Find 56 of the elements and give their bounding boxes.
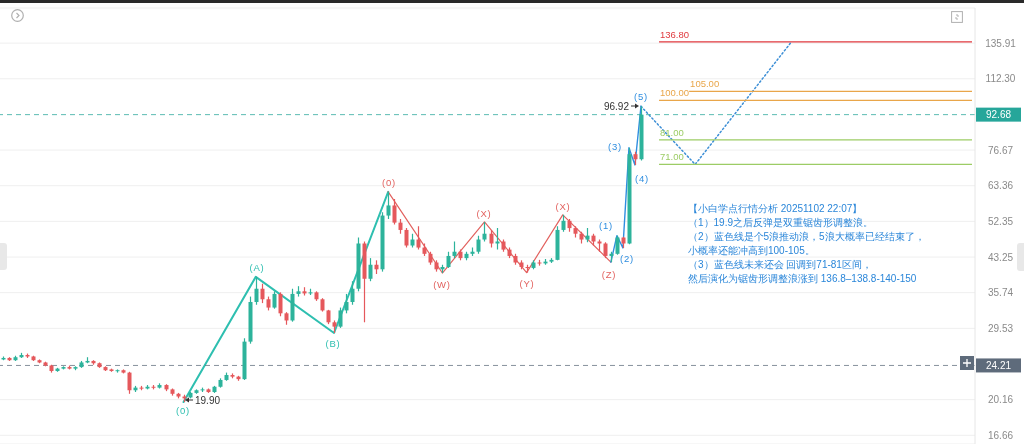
candlestick — [386, 191, 391, 220]
ref-line-label: 100.00 — [660, 87, 690, 99]
candlestick — [416, 225, 421, 251]
annotation: （3）蓝色线未来还会 回调到71-81区间， — [688, 258, 873, 272]
y-tick-label: 76.67 — [987, 144, 1014, 156]
y-tick-label: 35.74 — [987, 287, 1014, 299]
y-tick-label: 63.36 — [987, 180, 1014, 192]
candlestick — [495, 227, 500, 251]
annotation: 19.90 — [195, 394, 221, 406]
candlestick — [338, 306, 343, 329]
y-tick-label: 135.91 — [985, 37, 1017, 49]
annotation: (0) — [381, 177, 397, 189]
candlestick — [254, 276, 259, 306]
annotation: (X) — [476, 208, 492, 220]
annotation: （2）蓝色线是个5浪推动浪，5浪大概率已经结束了， — [688, 230, 925, 244]
annotation: (0) — [175, 405, 191, 417]
candlestick — [392, 198, 397, 226]
ref-line-label: 81.00 — [660, 126, 684, 138]
candlestick — [404, 227, 409, 249]
y-tick-label: 112.30 — [985, 73, 1016, 85]
annotation: (4) — [634, 173, 650, 185]
candlestick — [368, 257, 373, 282]
ref-line-label: 92.68 — [985, 109, 1012, 121]
ref-line-label: 71.00 — [660, 151, 684, 163]
annotation: (B) — [325, 338, 341, 350]
annotation: (2) — [619, 253, 635, 265]
annotation: (X) — [555, 201, 571, 213]
candlestick — [127, 371, 132, 395]
candlestick — [615, 235, 620, 256]
y-tick-label: 29.53 — [987, 322, 1014, 334]
candlestick — [344, 293, 349, 314]
line-series — [182, 190, 390, 404]
annotation: 【小白学点行情分析 20251102 22:07】 — [688, 202, 864, 216]
annotation: (3) — [607, 141, 623, 153]
y-tick-label: 52.35 — [987, 215, 1014, 227]
y-tick-label: 43.25 — [987, 251, 1014, 263]
candlestick — [350, 280, 355, 306]
annotation: 小概率还能冲高到100-105。 — [688, 244, 816, 258]
y-tick-label: 20.16 — [987, 394, 1014, 406]
annotation: （1）19.9之后反弹是双重锯齿形调整浪。 — [688, 216, 875, 230]
annotation: (Z) — [601, 269, 617, 281]
candlestick — [278, 291, 283, 317]
annotation: 96.92 — [603, 100, 630, 112]
annotation: (Y) — [519, 278, 535, 290]
annotation: (W) — [433, 279, 451, 291]
annotation: (A) — [249, 262, 265, 274]
ref-line-label: 136.80 — [660, 28, 690, 40]
annotation: (1) — [598, 220, 614, 232]
candlestick — [482, 221, 487, 243]
candlestick — [476, 235, 481, 255]
ref-line-label: 105.00 — [690, 78, 720, 90]
annotation: 然后演化为锯齿形调整浪涨到 136.8–138.8-140-150 — [688, 272, 918, 286]
candlestick — [260, 283, 265, 304]
annotation: (5) — [633, 91, 649, 103]
ref-line-label: 24.21 — [985, 359, 1012, 371]
y-tick-label: 16.66 — [987, 429, 1014, 441]
